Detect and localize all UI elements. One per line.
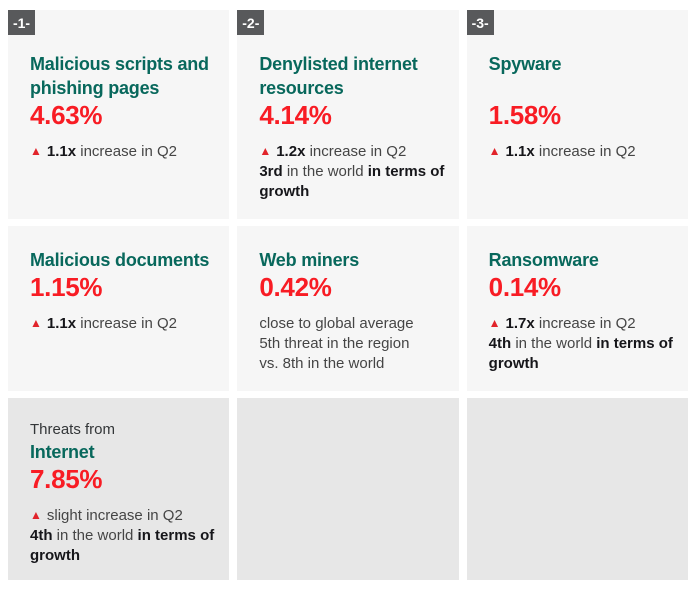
note-line: ▲ 1.2x increase in Q2	[259, 142, 444, 162]
card-notes: ▲ 1.2x increase in Q2 3rd in the world in…	[259, 142, 444, 202]
increase-triangle-icon: ▲	[488, 316, 501, 330]
stat-card-grid: -1- Malicious scripts and phishing pages…	[8, 10, 688, 580]
note-line: 4th in the world in terms of growth	[30, 526, 215, 566]
increase-triangle-icon: ▲	[30, 316, 42, 330]
note-segment: increase in Q2	[534, 143, 636, 160]
card-notes: close to global average 5th threat in th…	[259, 314, 444, 374]
stat-card-malicious-documents: Malicious documents 1.15% ▲ 1.1x increase…	[8, 226, 230, 391]
note-segment: increase in Q2	[534, 315, 636, 332]
card-notes: ▲ 1.7x increase in Q2 4th in the world in…	[489, 314, 674, 374]
note-segment: 5th threat in the region	[259, 335, 410, 352]
stat-card-malicious-scripts: -1- Malicious scripts and phishing pages…	[8, 10, 230, 219]
note-segment: in terms of growth	[30, 527, 215, 564]
card-title: Spyware	[488, 54, 562, 74]
increase-triangle-icon: ▲	[30, 144, 42, 158]
note-segment: increase in Q2	[76, 315, 177, 332]
note-line: 5th threat in the region	[259, 334, 444, 354]
increase-triangle-icon: ▲	[30, 508, 42, 522]
rank-badge-2: -2-	[237, 10, 265, 35]
note-segment: 1.1x	[505, 143, 535, 160]
note-segment: 1.2x	[276, 143, 306, 160]
note-segment: in terms of growth	[259, 163, 445, 200]
note-segment: 1.7x	[505, 315, 535, 332]
empty-card	[237, 398, 459, 580]
card-notes: ▲ 1.1x increase in Q2	[30, 142, 215, 162]
stat-card-denylisted-resources: -2- Denylisted internet resources 4.14% …	[237, 10, 459, 219]
card-notes: ▲ slight increase in Q2 4th in the world …	[30, 506, 215, 566]
card-pretitle: Threats from	[30, 421, 116, 438]
note-line: ▲ 1.1x increase in Q2	[489, 142, 674, 162]
rank-badge-1: -1-	[8, 10, 35, 35]
card-notes: ▲ 1.1x increase in Q2	[489, 142, 674, 162]
note-line: ▲ 1.7x increase in Q2	[489, 314, 674, 334]
card-title: Denylisted internet resources	[259, 54, 418, 98]
percent-value: 0.14%	[488, 272, 562, 302]
empty-card	[466, 398, 688, 580]
card-title: Malicious documents	[30, 250, 210, 270]
note-segment: slight increase in Q2	[46, 507, 183, 524]
rank-badge-3: -3-	[466, 10, 494, 35]
note-segment: in terms of growth	[488, 335, 673, 372]
card-notes: ▲ 1.1x increase in Q2	[30, 314, 215, 334]
percent-value: 1.15%	[30, 272, 103, 302]
stat-card-spyware: -3- Spyware 1.58% ▲ 1.1x increase in Q2	[466, 10, 688, 219]
note-segment: 4th	[30, 527, 53, 544]
card-title: Ransomware	[488, 250, 599, 270]
note-segment: close to global average	[259, 315, 414, 332]
note-segment: 1.1x	[46, 315, 77, 332]
increase-triangle-icon: ▲	[259, 144, 272, 158]
card-title: Malicious scripts and phishing pages	[30, 54, 209, 98]
note-segment: increase in Q2	[76, 143, 177, 160]
note-segment: in the world	[282, 163, 368, 180]
percent-value: 1.58%	[488, 100, 562, 130]
note-line: close to global average	[259, 314, 444, 334]
note-line: 3rd in the world in terms of growth	[259, 162, 444, 202]
note-segment: increase in Q2	[305, 143, 407, 160]
card-title: Internet	[30, 442, 95, 462]
note-line: vs. 8th in the world	[259, 354, 444, 374]
percent-value: 4.63%	[30, 100, 103, 130]
note-segment: 3rd	[259, 163, 283, 180]
note-line: ▲ slight increase in Q2	[30, 506, 215, 526]
note-segment: 1.1x	[46, 143, 77, 160]
percent-value: 7.85%	[30, 464, 103, 494]
percent-value: 4.14%	[259, 100, 332, 130]
note-line: ▲ 1.1x increase in Q2	[30, 314, 215, 334]
note-segment: in the world	[52, 527, 138, 544]
stat-card-web-miners: Web miners 0.42% close to global average…	[237, 226, 459, 391]
increase-triangle-icon: ▲	[488, 144, 501, 158]
card-title: Web miners	[259, 250, 360, 270]
note-segment: vs. 8th in the world	[259, 355, 385, 372]
stat-card-ransomware: Ransomware 0.14% ▲ 1.7x increase in Q2 4t…	[466, 226, 688, 391]
note-segment: 4th	[488, 335, 512, 352]
percent-value: 0.42%	[259, 272, 332, 302]
note-segment: in the world	[511, 335, 597, 352]
note-line: 4th in the world in terms of growth	[489, 334, 674, 374]
stat-card-threats-from-internet: Threats from Internet 7.85% ▲ slight incr…	[8, 398, 230, 580]
note-line: ▲ 1.1x increase in Q2	[30, 142, 215, 162]
